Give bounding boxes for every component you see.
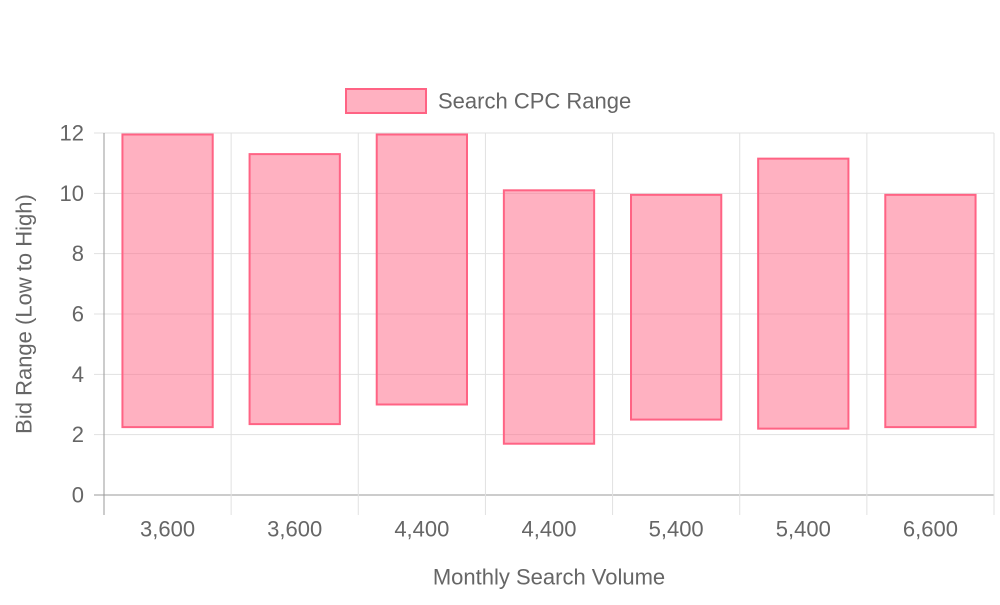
x-axis-title: Monthly Search Volume xyxy=(433,565,665,590)
x-tick-label: 5,400 xyxy=(776,517,831,542)
bar[interactable] xyxy=(121,133,214,429)
bar[interactable] xyxy=(884,193,977,429)
legend-swatch[interactable] xyxy=(345,88,427,114)
bar[interactable] xyxy=(757,157,850,430)
y-tick-label: 12 xyxy=(60,121,84,146)
x-tick-label: 3,600 xyxy=(267,517,322,542)
bar[interactable] xyxy=(375,133,468,406)
y-tick-label: 4 xyxy=(72,362,84,387)
bars xyxy=(121,133,977,445)
bar[interactable] xyxy=(630,193,723,421)
y-tick-label: 0 xyxy=(72,483,84,508)
x-tick-label: 3,600 xyxy=(140,517,195,542)
axes: 0 2 4 6 8 10 12 3,600 3,600 4,400 4,400 5,400 5,400 6… xyxy=(60,121,958,542)
legend[interactable]: Search CPC Range xyxy=(345,88,631,114)
y-tick-label: 10 xyxy=(60,181,84,206)
y-tick-label: 2 xyxy=(72,422,84,447)
x-tick-label: 4,400 xyxy=(394,517,449,542)
legend-label[interactable]: Search CPC Range xyxy=(438,89,631,114)
x-tick-label: 6,600 xyxy=(903,517,958,542)
bar[interactable] xyxy=(248,153,341,426)
bar[interactable] xyxy=(502,189,596,445)
x-tick-label: 4,400 xyxy=(521,517,576,542)
x-tick-label: 5,400 xyxy=(649,517,704,542)
y-axis-title: Bid Range (Low to High) xyxy=(12,194,37,434)
y-tick-label: 6 xyxy=(72,302,84,327)
y-tick-label: 8 xyxy=(72,241,84,266)
